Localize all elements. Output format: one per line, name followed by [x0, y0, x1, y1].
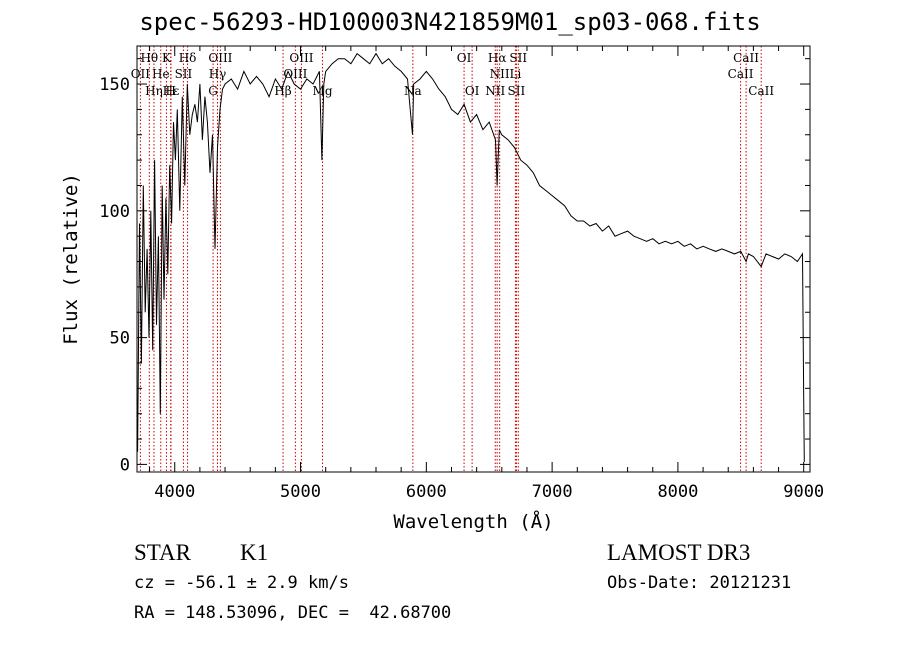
- x-tick-label: 7000: [532, 482, 573, 502]
- line-marker-label: SII: [509, 51, 527, 65]
- line-marker-label: G: [208, 84, 218, 98]
- line-marker-label: Hε: [163, 84, 180, 98]
- y-tick-label: 150: [99, 75, 130, 95]
- spectral-subclass: K1: [240, 540, 269, 565]
- line-marker-label: Hα: [488, 51, 507, 65]
- y-tick-label: 0: [120, 455, 130, 475]
- x-tick-label: 9000: [783, 482, 824, 502]
- y-tick-label: 50: [110, 329, 130, 349]
- x-tick-label: 5000: [280, 482, 321, 502]
- line-marker-label: Hη: [145, 84, 163, 98]
- x-tick-label: 8000: [657, 482, 698, 502]
- line-marker-label: OI: [457, 51, 472, 65]
- x-axis-ticks: 4000 5000 6000 7000 8000 9000: [149, 46, 824, 502]
- x-axis-label: Wavelength (Å): [393, 510, 553, 533]
- chart-title: spec-56293-HD100003N421859M01_sp03-068.f…: [139, 8, 761, 36]
- line-marker-label: NII: [485, 84, 505, 98]
- line-marker-label: H: [165, 84, 175, 98]
- line-marker-label: CaII: [733, 51, 759, 65]
- obs-date: Obs-Date: 20121231: [607, 573, 792, 593]
- flux-series-line: [137, 52, 805, 462]
- redshift-text: cz = -56.1 ± 2.9 km/s: [134, 573, 349, 593]
- line-marker-label: OII: [131, 67, 151, 81]
- line-marker-label: OIII: [208, 51, 232, 65]
- line-marker-label: Hδ: [179, 51, 197, 65]
- plot-frame: [136, 45, 811, 473]
- coordinates: RA = 148.53096, DEC = 42.68700: [134, 603, 452, 623]
- line-marker-label: Hβ: [274, 84, 291, 98]
- line-marker-label: SII: [508, 84, 526, 98]
- line-marker-label: OI: [465, 84, 480, 98]
- line-marker-label: OIII: [289, 51, 313, 65]
- line-marker-label: Na: [404, 84, 422, 98]
- line-marker-label: He: [152, 67, 170, 81]
- x-tick-label: 4000: [154, 482, 195, 502]
- x-tick-label: 6000: [406, 482, 447, 502]
- survey-name: LAMOST DR3: [607, 540, 751, 565]
- line-marker-label: NII: [490, 67, 510, 81]
- y-tick-label: 100: [99, 202, 130, 222]
- line-marker-label: K: [162, 51, 172, 65]
- line-marker-label: SII: [175, 67, 193, 81]
- y-axis-label: Flux (relative): [60, 173, 82, 345]
- line-marker-label: Mg: [313, 84, 333, 98]
- line-marker-label: Hθ: [140, 51, 158, 65]
- line-marker-label: CaII: [748, 84, 774, 98]
- y-axis-ticks: 0 50 100 150: [99, 58, 810, 475]
- object-type: STAR: [134, 540, 191, 565]
- line-marker-label: CaII: [728, 67, 754, 81]
- line-marker-label: Hγ: [209, 67, 227, 81]
- line-marker-label: Li: [509, 67, 521, 81]
- line-marker-label: OIII: [283, 67, 307, 81]
